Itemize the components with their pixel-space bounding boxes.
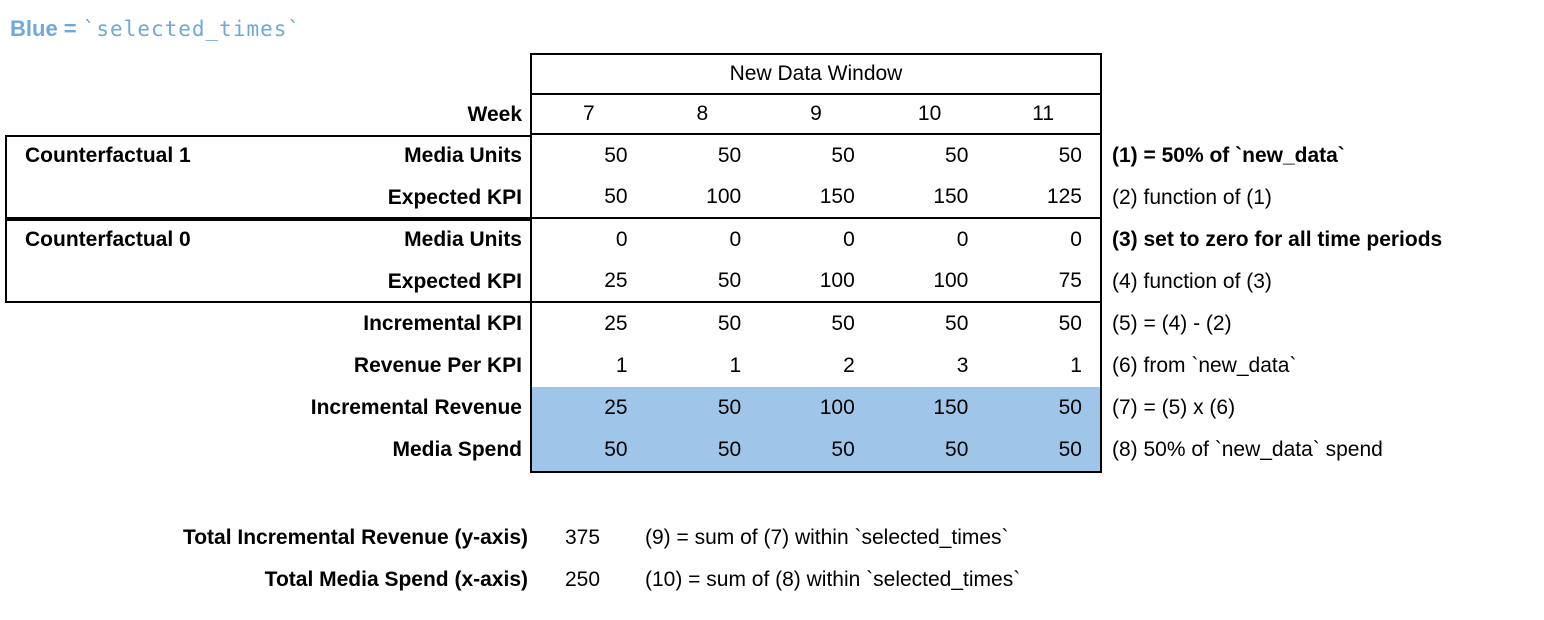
legend: Blue = `selected_times` [10, 16, 301, 42]
data-row-revenue-per-kpi: 1 1 2 3 1 [532, 345, 1100, 387]
row-label-incremental-kpi: Incremental KPI [363, 312, 522, 335]
data-cell: 100 [819, 269, 855, 292]
week-number-row: 7 8 9 10 11 [532, 95, 1100, 135]
data-cell: 50 [831, 144, 855, 167]
data-row-media-units-cf1: 50 50 50 50 50 [532, 135, 1100, 177]
data-cell: 2 [843, 354, 855, 377]
data-cell: 50 [604, 438, 628, 461]
data-cell: 25 [604, 312, 628, 335]
data-cell: 50 [831, 312, 855, 335]
week-number-cell: 11 [1032, 102, 1055, 125]
annotation-4: (4) function of (3) [1112, 270, 1272, 293]
week-number-cell: 9 [810, 102, 822, 125]
data-cell: 0 [615, 228, 628, 251]
row-label-revenue-per-kpi: Revenue Per KPI [353, 354, 522, 377]
data-cell: 75 [1058, 269, 1082, 292]
row-label-incremental-revenue: Incremental Revenue [310, 396, 522, 419]
data-cell: 125 [1046, 185, 1082, 208]
group-label-counterfactual-0: Counterfactual 0 [25, 228, 191, 251]
data-cell: 50 [717, 269, 742, 292]
annotation-5: (5) = (4) - (2) [1112, 312, 1232, 335]
data-cell: 1 [1070, 354, 1082, 377]
total-media-spend-value: 250 [565, 568, 601, 591]
data-row-expected-kpi-cf1: 50 100 150 150 125 [532, 177, 1100, 219]
week-label: Week [467, 103, 522, 126]
row-label-expected-kpi-cf0: Expected KPI [387, 270, 522, 293]
data-cell: 25 [604, 396, 628, 419]
annotation-8: (8) 50% of `new_data` spend [1112, 438, 1383, 461]
annotation-7: (7) = (5) x (6) [1112, 396, 1236, 419]
data-cell: 1 [729, 354, 742, 377]
data-row-expected-kpi-cf0: 25 50 100 100 75 [532, 261, 1100, 303]
total-incremental-revenue-value: 375 [565, 526, 601, 549]
data-cell: 100 [933, 269, 969, 292]
total-incremental-revenue-label: Total Incremental Revenue (y-axis) [182, 526, 528, 549]
data-row-media-spend-highlighted: 50 50 50 50 50 [532, 429, 1100, 471]
annotation-1: (1) = 50% of `new_data` [1112, 144, 1345, 167]
data-cell: 50 [945, 144, 969, 167]
data-cell: 50 [1058, 144, 1082, 167]
annotation-10: (10) = sum of (8) within `selected_times… [645, 568, 1021, 591]
row-label-media-units-cf0: Media Units [404, 228, 522, 251]
data-cell: 0 [956, 228, 969, 251]
legend-prefix: Blue = [10, 16, 83, 41]
row-label-media-spend: Media Spend [392, 438, 522, 461]
data-cell: 3 [956, 354, 969, 377]
data-cell: 0 [1070, 228, 1082, 251]
annotation-9: (9) = sum of (7) within `selected_times` [645, 526, 1009, 549]
data-cell: 150 [933, 396, 969, 419]
data-cell: 150 [819, 185, 855, 208]
data-cell: 25 [604, 269, 628, 292]
row-label-media-units-cf1: Media Units [404, 144, 522, 167]
data-cell: 50 [831, 438, 855, 461]
data-cell: 150 [933, 185, 969, 208]
data-cell: 50 [717, 144, 742, 167]
total-media-spend-label: Total Media Spend (x-axis) [264, 568, 528, 591]
data-cell: 0 [843, 228, 855, 251]
data-row-media-units-cf0: 0 0 0 0 0 [532, 219, 1100, 261]
data-cell: 50 [945, 438, 969, 461]
week-number-cell: 7 [582, 102, 595, 125]
data-cell: 50 [1058, 438, 1082, 461]
annotation-6: (6) from `new_data` [1112, 354, 1297, 377]
data-cell: 50 [604, 185, 628, 208]
data-cell: 100 [819, 396, 855, 419]
data-cell: 50 [717, 312, 742, 335]
data-cell: 50 [717, 438, 742, 461]
group-label-counterfactual-1: Counterfactual 1 [25, 144, 191, 167]
data-row-incremental-kpi: 25 50 50 50 50 [532, 303, 1100, 345]
legend-code: `selected_times` [82, 17, 302, 41]
annotation-3: (3) set to zero for all time periods [1112, 228, 1443, 251]
data-cell: 1 [615, 354, 628, 377]
window-header-cell: New Data Window [532, 55, 1100, 95]
data-cell: 50 [1058, 396, 1082, 419]
week-number-cell: 8 [696, 102, 709, 125]
data-table: New Data Window 7 8 9 10 11 50 50 50 50 … [530, 53, 1102, 473]
week-number-cell: 10 [917, 102, 942, 125]
data-cell: 100 [706, 185, 742, 208]
data-cell: 50 [945, 312, 969, 335]
data-row-incremental-revenue-highlighted: 25 50 100 150 50 [532, 387, 1100, 429]
data-cell: 50 [604, 144, 628, 167]
data-cell: 0 [729, 228, 742, 251]
row-label-expected-kpi-cf1: Expected KPI [387, 186, 522, 209]
annotation-2: (2) function of (1) [1112, 186, 1272, 209]
data-cell: 50 [1058, 312, 1082, 335]
data-cell: 50 [717, 396, 742, 419]
